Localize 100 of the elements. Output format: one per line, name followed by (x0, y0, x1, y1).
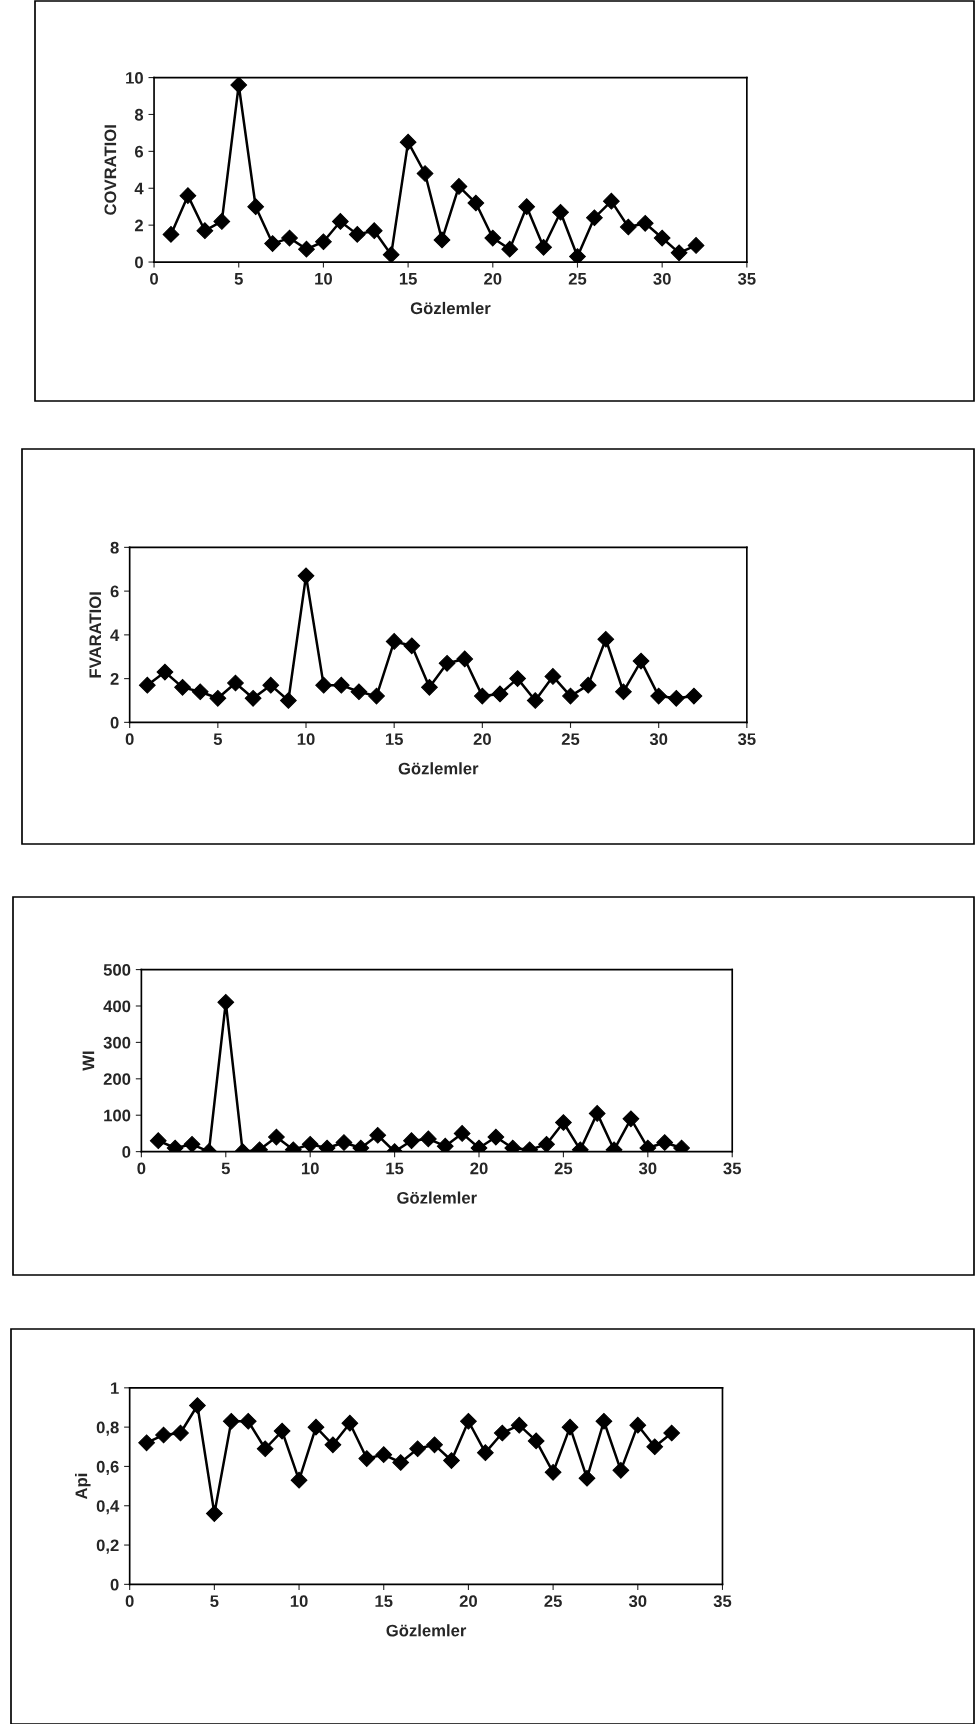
point (663, 1424, 681, 1442)
x-tick-label: 10 (315, 272, 333, 285)
point (290, 1471, 308, 1489)
point (191, 683, 209, 701)
x-tick-label: 20 (473, 733, 491, 746)
x-tick-label: 35 (713, 1595, 732, 1608)
y-tick-label: 0,2 (96, 1539, 119, 1554)
point (646, 1438, 664, 1456)
point (239, 1412, 257, 1430)
point (264, 235, 281, 252)
point (473, 687, 491, 705)
point (526, 692, 544, 709)
y-tick-label: 4 (134, 182, 144, 195)
y-tick-label: 200 (103, 1073, 131, 1086)
point (615, 683, 632, 701)
point (612, 1461, 630, 1479)
point (561, 1418, 579, 1436)
y-tick-label: 2 (110, 673, 119, 685)
x-tick-label: 30 (653, 272, 671, 285)
x-tick-label: 15 (375, 1595, 393, 1608)
point (273, 1422, 291, 1440)
point (433, 231, 451, 249)
point (443, 1452, 460, 1469)
point (450, 178, 468, 195)
point (510, 1416, 528, 1434)
x-tick-label: 20 (459, 1595, 477, 1608)
point (569, 248, 586, 263)
point (544, 1463, 562, 1481)
x-axis-title: Gözlemler (397, 1191, 477, 1204)
point (535, 238, 552, 256)
x-tick-label: 35 (737, 733, 756, 746)
y-tick-label: 0,6 (96, 1460, 119, 1476)
point (230, 77, 248, 94)
point (467, 194, 485, 212)
point (619, 218, 637, 236)
point (341, 1414, 359, 1432)
x-tick-label: 5 (210, 1595, 219, 1608)
point (315, 676, 333, 694)
x-axis-title: Gözlemler (398, 762, 479, 775)
point (421, 678, 438, 696)
x-tick-label: 25 (568, 272, 587, 285)
point (244, 689, 262, 707)
point (174, 678, 191, 696)
point (281, 229, 298, 247)
point (358, 1450, 376, 1467)
x-tick-label: 30 (638, 1162, 657, 1175)
point (375, 1446, 393, 1464)
point (544, 668, 562, 685)
x-tick-label: 25 (554, 1162, 573, 1175)
y-tick-label: 400 (103, 1000, 131, 1013)
y-tick-label: 0,4 (96, 1500, 120, 1515)
point (685, 687, 703, 705)
y-tick-label: 4 (110, 629, 120, 641)
point (179, 187, 197, 205)
x-tick-label: 5 (221, 1162, 230, 1175)
point (667, 689, 685, 707)
point (552, 203, 569, 221)
y-tick-label: 0,8 (96, 1421, 119, 1436)
y-tick-label: 100 (104, 1109, 131, 1122)
x-tick-label: 25 (544, 1595, 562, 1608)
point (172, 1424, 189, 1442)
y-tick-label: 0 (135, 256, 143, 269)
x-tick-label: 15 (399, 273, 417, 285)
point (416, 165, 434, 182)
point (403, 637, 421, 655)
x-tick-label: 35 (737, 272, 756, 285)
point (385, 633, 403, 650)
x-tick-label: 5 (234, 273, 243, 285)
point (632, 652, 650, 670)
point (138, 676, 156, 694)
x-tick-label: 5 (213, 733, 223, 746)
point (247, 198, 265, 216)
x-tick-label: 30 (628, 1595, 647, 1608)
point (595, 1412, 613, 1430)
x-tick-label: 10 (301, 1162, 319, 1175)
point (256, 1440, 274, 1458)
point (527, 1432, 545, 1450)
x-tick-label: 15 (385, 733, 403, 746)
x-tick-label: 10 (290, 1595, 308, 1608)
point (562, 687, 579, 705)
point (297, 567, 315, 585)
point (438, 654, 456, 672)
y-tick-label: 6 (134, 145, 144, 158)
x-tick-label: 15 (386, 1162, 404, 1175)
point (597, 630, 615, 648)
x-tick-label: 0 (150, 272, 158, 285)
point (138, 1434, 155, 1452)
y-tick-label: 0 (122, 1146, 131, 1158)
y-tick-label: 10 (126, 71, 143, 84)
point (222, 1412, 240, 1430)
point (262, 676, 280, 694)
y-tick-label: 8 (110, 541, 119, 554)
x-tick-label: 20 (484, 272, 502, 285)
point (227, 674, 244, 692)
point (650, 687, 668, 705)
point (365, 222, 383, 240)
point (315, 233, 332, 251)
y-tick-label: 2 (134, 219, 143, 232)
y-axis-title: COVRATIOI (104, 125, 117, 215)
x-tick-label: 10 (297, 733, 315, 746)
